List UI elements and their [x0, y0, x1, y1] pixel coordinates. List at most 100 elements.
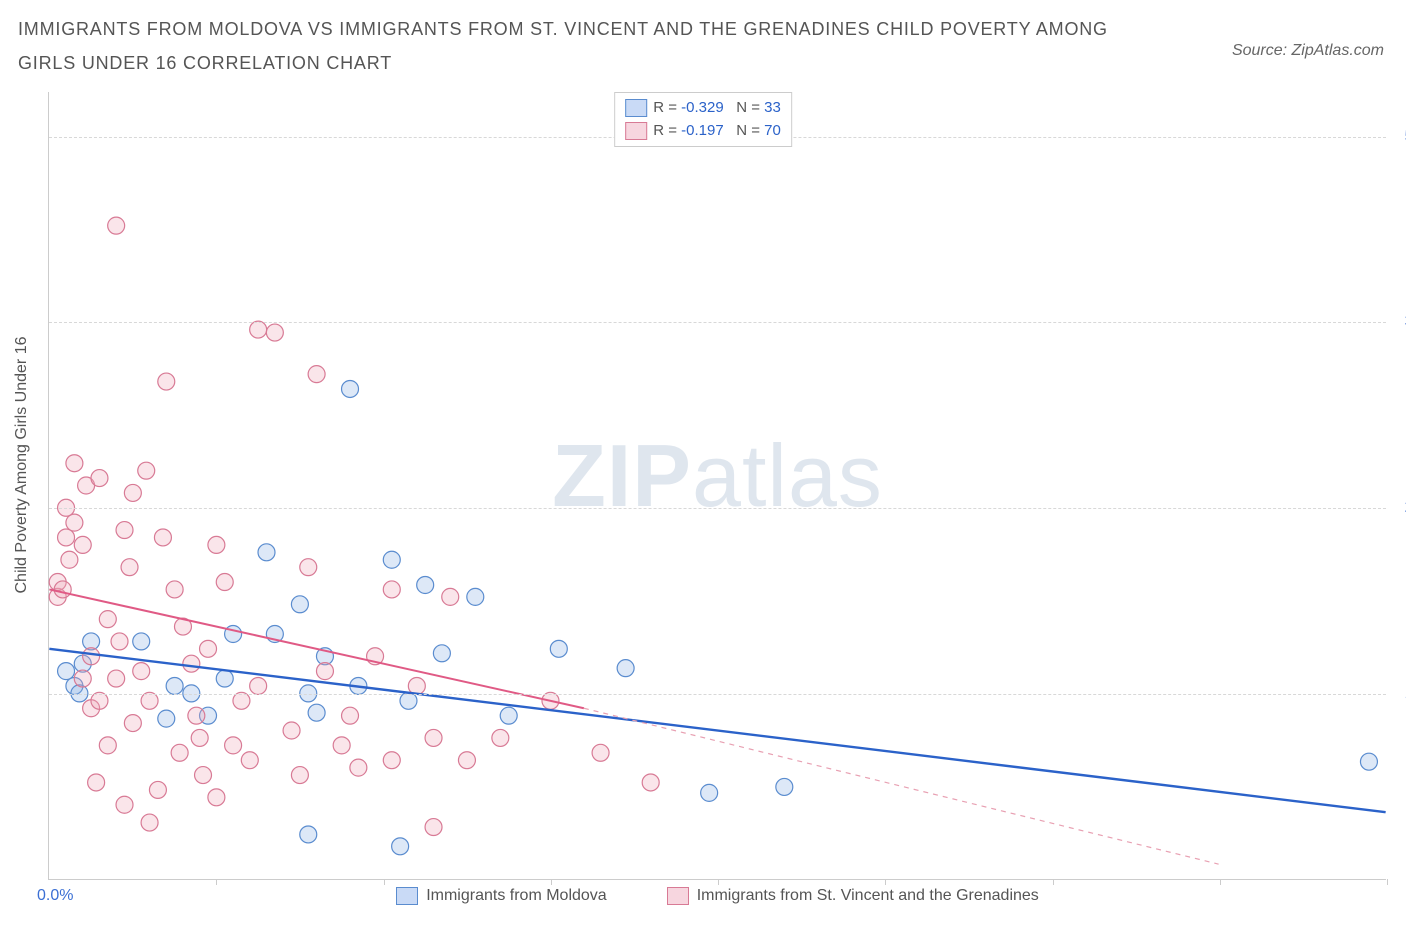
- trend-line: [584, 708, 1219, 864]
- scatter-point: [208, 789, 225, 806]
- scatter-point: [58, 663, 75, 680]
- scatter-point: [108, 670, 125, 687]
- y-tick-label: 37.5%: [1394, 313, 1406, 331]
- chart-title: IMMIGRANTS FROM MOLDOVA VS IMMIGRANTS FR…: [18, 12, 1118, 80]
- x-tick: [885, 879, 886, 885]
- scatter-point: [74, 536, 91, 553]
- scatter-point: [241, 752, 258, 769]
- legend-swatch: [396, 887, 418, 905]
- scatter-point: [492, 729, 509, 746]
- scatter-point: [350, 759, 367, 776]
- scatter-point: [195, 767, 212, 784]
- scatter-point: [291, 596, 308, 613]
- scatter-point: [258, 544, 275, 561]
- scatter-point: [425, 819, 442, 836]
- scatter-point: [88, 774, 105, 791]
- legend-swatch: [667, 887, 689, 905]
- scatter-point: [333, 737, 350, 754]
- scatter-point: [300, 826, 317, 843]
- scatter-point: [433, 645, 450, 662]
- scatter-point: [342, 380, 359, 397]
- scatter-point: [291, 767, 308, 784]
- scatter-point: [383, 752, 400, 769]
- scatter-point: [188, 707, 205, 724]
- scatter-point: [74, 670, 91, 687]
- scatter-point: [208, 536, 225, 553]
- x-tick: [1387, 879, 1388, 885]
- scatter-point: [225, 737, 242, 754]
- scatter-point: [550, 640, 567, 657]
- scatter-point: [183, 655, 200, 672]
- scatter-point: [617, 660, 634, 677]
- scatter-point: [133, 633, 150, 650]
- x-tick: [216, 879, 217, 885]
- scatter-point: [138, 462, 155, 479]
- x-tick: [1053, 879, 1054, 885]
- scatter-point: [701, 784, 718, 801]
- scatter-point: [308, 704, 325, 721]
- scatter-point: [200, 640, 217, 657]
- scatter-point: [216, 670, 233, 687]
- scatter-point: [66, 514, 83, 531]
- scatter-point: [99, 737, 116, 754]
- scatter-point: [124, 715, 141, 732]
- source-attribution: Source: ZipAtlas.com: [1232, 42, 1384, 60]
- scatter-point: [61, 551, 78, 568]
- scatter-point: [417, 576, 434, 593]
- x-tick: [384, 879, 385, 885]
- scatter-point: [250, 677, 267, 694]
- scatter-point: [124, 484, 141, 501]
- gridline: [49, 508, 1386, 509]
- scatter-point: [91, 470, 108, 487]
- x-tick: [718, 879, 719, 885]
- bottom-legend-item: Immigrants from St. Vincent and the Gren…: [667, 887, 1039, 905]
- scatter-point: [300, 559, 317, 576]
- legend-text: R = -0.329 N = 33: [653, 97, 781, 120]
- scatter-point: [425, 729, 442, 746]
- scatter-point: [171, 744, 188, 761]
- scatter-point: [383, 551, 400, 568]
- y-tick-label: 12.5%: [1394, 685, 1406, 703]
- scatter-point: [83, 648, 100, 665]
- scatter-point: [166, 581, 183, 598]
- legend-row: R = -0.329 N = 33: [625, 97, 781, 120]
- scatter-point: [108, 217, 125, 234]
- scatter-point: [1360, 753, 1377, 770]
- scatter-point: [158, 373, 175, 390]
- scatter-point: [316, 663, 333, 680]
- scatter-point: [54, 581, 71, 598]
- scatter-point: [216, 574, 233, 591]
- scatter-svg: [49, 92, 1386, 879]
- scatter-point: [776, 778, 793, 795]
- scatter-point: [58, 529, 75, 546]
- scatter-point: [111, 633, 128, 650]
- x-tick: [1220, 879, 1221, 885]
- scatter-point: [158, 710, 175, 727]
- scatter-point: [133, 663, 150, 680]
- scatter-point: [141, 814, 158, 831]
- scatter-point: [149, 781, 166, 798]
- gridline: [49, 694, 1386, 695]
- scatter-point: [154, 529, 171, 546]
- scatter-point: [166, 677, 183, 694]
- scatter-point: [392, 838, 409, 855]
- scatter-point: [116, 796, 133, 813]
- bottom-legend-item: Immigrants from Moldova: [396, 887, 607, 905]
- scatter-point: [116, 522, 133, 539]
- y-tick-label: 50.0%: [1394, 128, 1406, 146]
- trend-line: [49, 649, 1385, 812]
- scatter-point: [191, 729, 208, 746]
- chart-plot-area: ZIPatlas 0.0% 8.0% Immigrants from Moldo…: [48, 92, 1386, 880]
- y-tick-label: 25.0%: [1394, 499, 1406, 517]
- bottom-legend: Immigrants from Moldova Immigrants from S…: [49, 887, 1386, 905]
- y-axis-label: Child Poverty Among Girls Under 16: [13, 337, 31, 594]
- legend-swatch: [625, 99, 647, 117]
- correlation-legend: R = -0.329 N = 33R = -0.197 N = 70: [614, 92, 792, 147]
- scatter-point: [66, 455, 83, 472]
- scatter-point: [383, 581, 400, 598]
- scatter-point: [592, 744, 609, 761]
- scatter-point: [442, 588, 459, 605]
- scatter-point: [121, 559, 138, 576]
- bottom-legend-label: Immigrants from St. Vincent and the Gren…: [697, 887, 1039, 905]
- scatter-point: [250, 321, 267, 338]
